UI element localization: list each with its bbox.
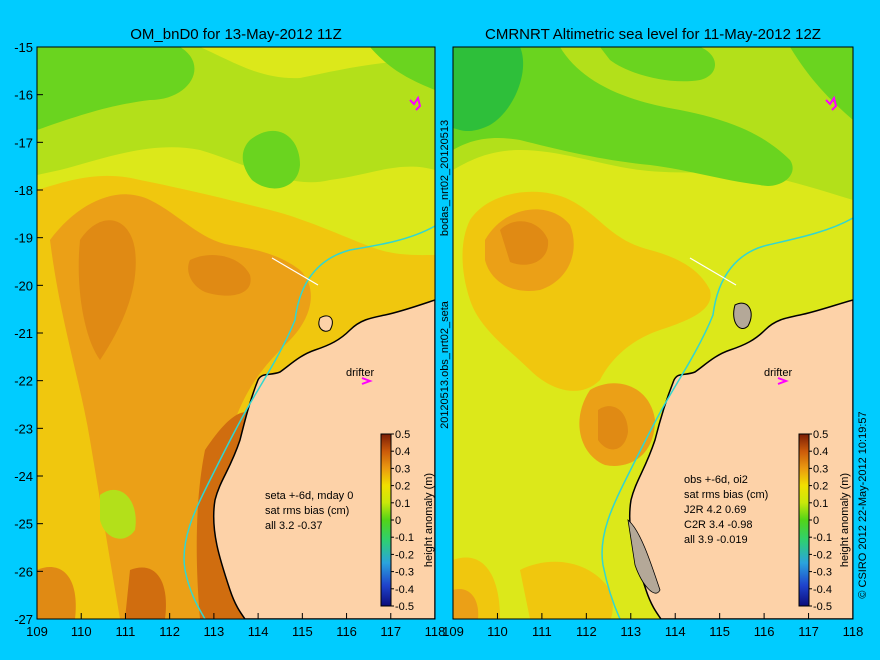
colorbar-tick-label: 0.1 bbox=[395, 498, 410, 510]
y-tick-label: -21 bbox=[14, 326, 33, 341]
stats-left-line: all 3.2 -0.37 bbox=[265, 520, 322, 532]
colorbar-tick-label: -0.5 bbox=[395, 601, 414, 613]
y-tick-label: -16 bbox=[14, 88, 33, 103]
y-tick-label: -25 bbox=[14, 517, 33, 532]
colorbar-tick-label: -0.2 bbox=[813, 549, 832, 561]
colorbar-tick-label: 0 bbox=[813, 515, 819, 527]
x-tick-label: 115 bbox=[292, 624, 313, 639]
y-axis-left: -15 -16 -17 -18 -19 -20 -21 -22 -23 -24 -25 -26 -27 bbox=[14, 40, 43, 627]
map-right bbox=[453, 47, 853, 619]
colorbar-tick-label: 0.5 bbox=[395, 429, 410, 441]
x-axis-right: 109 110 111 112 113 114 115 116 117 118 bbox=[442, 613, 863, 639]
side-label-obs: 20120513.obs_nrt02_seta bbox=[439, 300, 451, 429]
x-tick-label: 110 bbox=[487, 624, 508, 639]
colorbar-tick-label: 0.4 bbox=[813, 446, 828, 458]
stats-right-line: obs +-6d, oi2 bbox=[684, 474, 748, 486]
colorbar-tick-label: -0.1 bbox=[395, 532, 414, 544]
y-tick-label: -20 bbox=[14, 278, 33, 293]
x-tick-label: 111 bbox=[116, 624, 136, 639]
y-tick-label: -22 bbox=[14, 374, 33, 389]
colorbar-tick-label: 0.4 bbox=[395, 446, 410, 458]
x-tick-label: 113 bbox=[204, 624, 225, 639]
y-tick-label: -17 bbox=[14, 135, 33, 150]
colorbar-tick-label: 0.2 bbox=[395, 481, 410, 493]
colorbar-tick-label: 0.3 bbox=[813, 463, 828, 475]
colorbar-tick-label: -0.5 bbox=[813, 601, 832, 613]
colorbar-tick-label: -0.4 bbox=[813, 584, 832, 596]
colorbar-tick-label: -0.2 bbox=[395, 549, 414, 561]
colorbar-tick-label: -0.3 bbox=[813, 567, 832, 579]
colorbar-tick-label: 0.2 bbox=[813, 481, 828, 493]
colorbar-tick-label: -0.4 bbox=[395, 584, 414, 596]
x-tick-label: 113 bbox=[620, 624, 641, 639]
colorbar-right: 0.5 0.4 0.3 0.2 0.1 0 -0.1 -0.2 -0.3 -0.4 -0.5 hei… bbox=[798, 429, 851, 613]
x-tick-label: 114 bbox=[248, 624, 269, 639]
drifter-label-left: drifter bbox=[346, 367, 374, 379]
stats-right: obs +-6d, oi2 sat rms bias (cm) J2R 4.2 … bbox=[684, 474, 768, 546]
stats-right-line: sat rms bias (cm) bbox=[684, 489, 768, 501]
colorbar-tick-label: 0.3 bbox=[395, 463, 410, 475]
chart-title-right: CMRNRT Altimetric sea level for 11-May-2… bbox=[485, 26, 821, 43]
x-tick-label: 116 bbox=[336, 624, 357, 639]
y-tick-label: -18 bbox=[14, 183, 33, 198]
x-tick-label: 117 bbox=[798, 624, 819, 639]
y-tick-label: -19 bbox=[14, 231, 33, 246]
copyright-timestamp: © CSIRO 2012 22-May-2012 10:19:57 bbox=[857, 411, 869, 598]
map-left bbox=[37, 47, 435, 619]
y-tick-label: -26 bbox=[14, 564, 33, 579]
y-tick-label: -24 bbox=[14, 469, 33, 484]
x-tick-label: 118 bbox=[425, 624, 446, 639]
x-tick-label: 109 bbox=[26, 624, 48, 639]
x-tick-label: 109 bbox=[442, 624, 464, 639]
colorbar-tick-label: 0.5 bbox=[813, 429, 828, 441]
x-tick-label: 111 bbox=[532, 624, 552, 639]
stats-right-line: J2R 4.2 0.69 bbox=[684, 504, 746, 516]
x-tick-label: 115 bbox=[709, 624, 730, 639]
colorbar-tick-label: 0 bbox=[395, 515, 401, 527]
x-tick-label: 112 bbox=[576, 624, 597, 639]
chart-title-left: OM_bnD0 for 13-May-2012 11Z bbox=[130, 26, 342, 43]
stats-left-line: seta +-6d, mday 0 bbox=[265, 490, 353, 502]
y-tick-label: -23 bbox=[14, 421, 33, 436]
x-tick-label: 110 bbox=[71, 624, 92, 639]
y-tick-label: -27 bbox=[14, 612, 33, 627]
side-label-run: bodas_nrt02_20120513 bbox=[439, 120, 451, 236]
colorbar-tick-label: 0.1 bbox=[813, 498, 828, 510]
stats-left-line: sat rms bias (cm) bbox=[265, 505, 349, 517]
colorbar-left: 0.5 0.4 0.3 0.2 0.1 0 -0.1 -0.2 -0.3 -0.4 -0.5 hei… bbox=[380, 429, 435, 613]
stats-left: seta +-6d, mday 0 sat rms bias (cm) all … bbox=[265, 490, 353, 532]
stats-right-line: all 3.9 -0.019 bbox=[684, 534, 748, 546]
x-tick-label: 112 bbox=[159, 624, 180, 639]
colorbar-label-right: height anomaly (m) bbox=[839, 473, 851, 567]
x-axis-left: 109 110 111 112 113 114 115 116 117 118 bbox=[26, 613, 445, 639]
x-tick-label: 116 bbox=[754, 624, 775, 639]
stats-right-line: C2R 3.4 -0.98 bbox=[684, 519, 752, 531]
colorbar-tick-label: -0.3 bbox=[395, 567, 414, 579]
x-tick-label: 118 bbox=[843, 624, 864, 639]
colorbar-label-left: height anomaly (m) bbox=[423, 473, 435, 567]
colorbar-tick-label: -0.1 bbox=[813, 532, 832, 544]
drifter-label-right: drifter bbox=[764, 367, 792, 379]
x-tick-label: 114 bbox=[665, 624, 686, 639]
x-tick-label: 117 bbox=[380, 624, 401, 639]
y-tick-label: -15 bbox=[14, 40, 33, 55]
